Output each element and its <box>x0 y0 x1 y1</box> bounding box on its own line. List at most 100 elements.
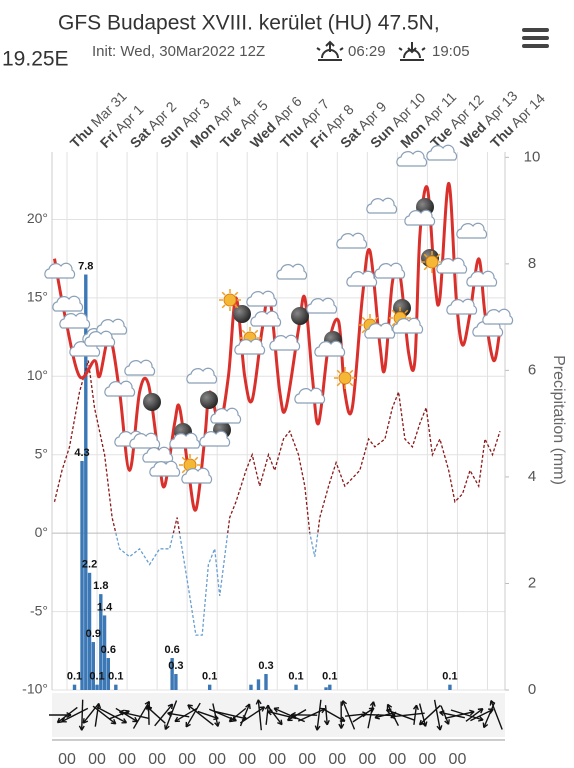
wind-arrow <box>187 704 214 726</box>
wind-arrow-head <box>185 721 191 728</box>
wind-arrow-head <box>323 719 330 726</box>
precip-value-label: 0.1 <box>442 671 457 683</box>
grid <box>52 152 505 691</box>
precip-bar <box>324 687 328 690</box>
cloud-icon <box>436 257 468 274</box>
wind-arrow-head <box>164 724 170 731</box>
sunrise-icon <box>316 40 344 61</box>
hour-label: 00 <box>118 751 136 768</box>
wind-arrow <box>108 710 130 720</box>
precip-bar <box>84 274 88 690</box>
wind-arrow-head <box>412 704 419 711</box>
hour-label: 00 <box>178 751 196 768</box>
wind-arrow <box>324 705 328 725</box>
hour-label: 00 <box>58 751 76 768</box>
wind-arrow <box>273 707 305 723</box>
wind-arrow-head <box>469 709 475 716</box>
precip-bar <box>448 684 452 690</box>
wind-arrow <box>297 708 326 722</box>
wind-arrow-head <box>61 717 67 723</box>
wind-arrow-head <box>314 725 321 731</box>
wind-arrow-head <box>444 719 450 725</box>
precip-bar <box>328 684 332 690</box>
weather-icons <box>44 144 514 484</box>
sun-ray <box>423 266 428 271</box>
wind-arrow <box>146 706 166 724</box>
sunset-icon <box>398 42 426 61</box>
precip-value-label: 1.4 <box>97 601 113 613</box>
cloud-icon <box>84 330 116 347</box>
cloud-icon <box>404 209 436 226</box>
precip-bar <box>294 684 298 690</box>
sun-ray <box>436 253 441 258</box>
init-time: Init: Wed, 30Mar2022 12Z <box>92 43 265 60</box>
wind-arrow-head <box>436 725 443 731</box>
wind-arrow <box>212 703 219 727</box>
wind-arrow-head <box>341 700 348 706</box>
cloud-icon <box>276 263 308 280</box>
precip-bar <box>256 679 261 690</box>
wind-arrow <box>439 711 465 719</box>
wind-arrow <box>154 703 174 727</box>
menu-button[interactable] <box>522 28 549 48</box>
wind-arrow <box>213 710 247 720</box>
wind-arrow-head <box>477 707 484 714</box>
sun-ray <box>374 316 379 321</box>
moon-icon <box>291 307 309 325</box>
precip-value-label: 0.1 <box>322 671 337 683</box>
sun-ray <box>254 329 259 334</box>
hour-label: 00 <box>268 751 286 768</box>
wind-arrow <box>167 712 190 718</box>
sun-ray <box>181 469 186 474</box>
cloud-icon <box>104 380 136 397</box>
wind-arrow-head <box>167 710 173 717</box>
wind-arrow <box>419 704 441 726</box>
wind-arrow-head <box>56 717 63 724</box>
precip-value-label: 0.3 <box>168 660 183 672</box>
wind-arrow <box>440 705 450 725</box>
hour-label: 00 <box>388 751 406 768</box>
sun-ray <box>423 253 428 258</box>
y-tick-label: 20° <box>27 210 48 226</box>
precip-value-label: 0.1 <box>108 671 123 683</box>
y2-tick-label: 0 <box>528 681 536 698</box>
sun-ray <box>234 304 239 309</box>
wind-arrow <box>444 710 475 720</box>
wind-arrow <box>197 710 219 720</box>
wind-arrow <box>265 705 269 725</box>
wind-arrow <box>174 707 198 723</box>
wind-arrow-head <box>439 710 445 717</box>
wind-arrow <box>239 706 265 724</box>
sun-ray <box>336 369 341 374</box>
wind-arrow-head <box>482 722 489 729</box>
wind-arrow-head <box>110 718 117 725</box>
wind-arrow <box>115 707 138 723</box>
cloud-icon <box>169 432 201 449</box>
wind-arrow-head <box>146 706 153 712</box>
wind-arrow-head <box>338 723 345 729</box>
wind-arrow <box>470 708 494 722</box>
precip-value-label: 0.9 <box>86 628 101 640</box>
cloud-icon <box>142 446 174 463</box>
sun-ray <box>391 322 396 327</box>
wind-arrow <box>96 706 127 724</box>
cloud-icon <box>392 317 424 334</box>
sun-icon <box>421 251 443 273</box>
wind-arrow-head <box>277 719 283 726</box>
cloud-icon <box>186 367 218 384</box>
wind-arrow-head <box>369 701 376 707</box>
hour-label: 00 <box>148 751 166 768</box>
sun-ray <box>221 304 226 309</box>
precip-value-label: 0.1 <box>89 671 104 683</box>
cloud-icon <box>456 222 488 239</box>
precip-value-label: 0.6 <box>164 644 179 656</box>
cloud-icon <box>59 312 91 329</box>
cloud-icon <box>250 310 282 327</box>
cloud-icon <box>396 150 428 167</box>
cloud-icon <box>181 467 213 484</box>
cloud-icon <box>234 338 266 355</box>
wind-arrow <box>390 712 425 718</box>
sun-ray <box>391 309 396 314</box>
hour-label: 00 <box>358 751 376 768</box>
